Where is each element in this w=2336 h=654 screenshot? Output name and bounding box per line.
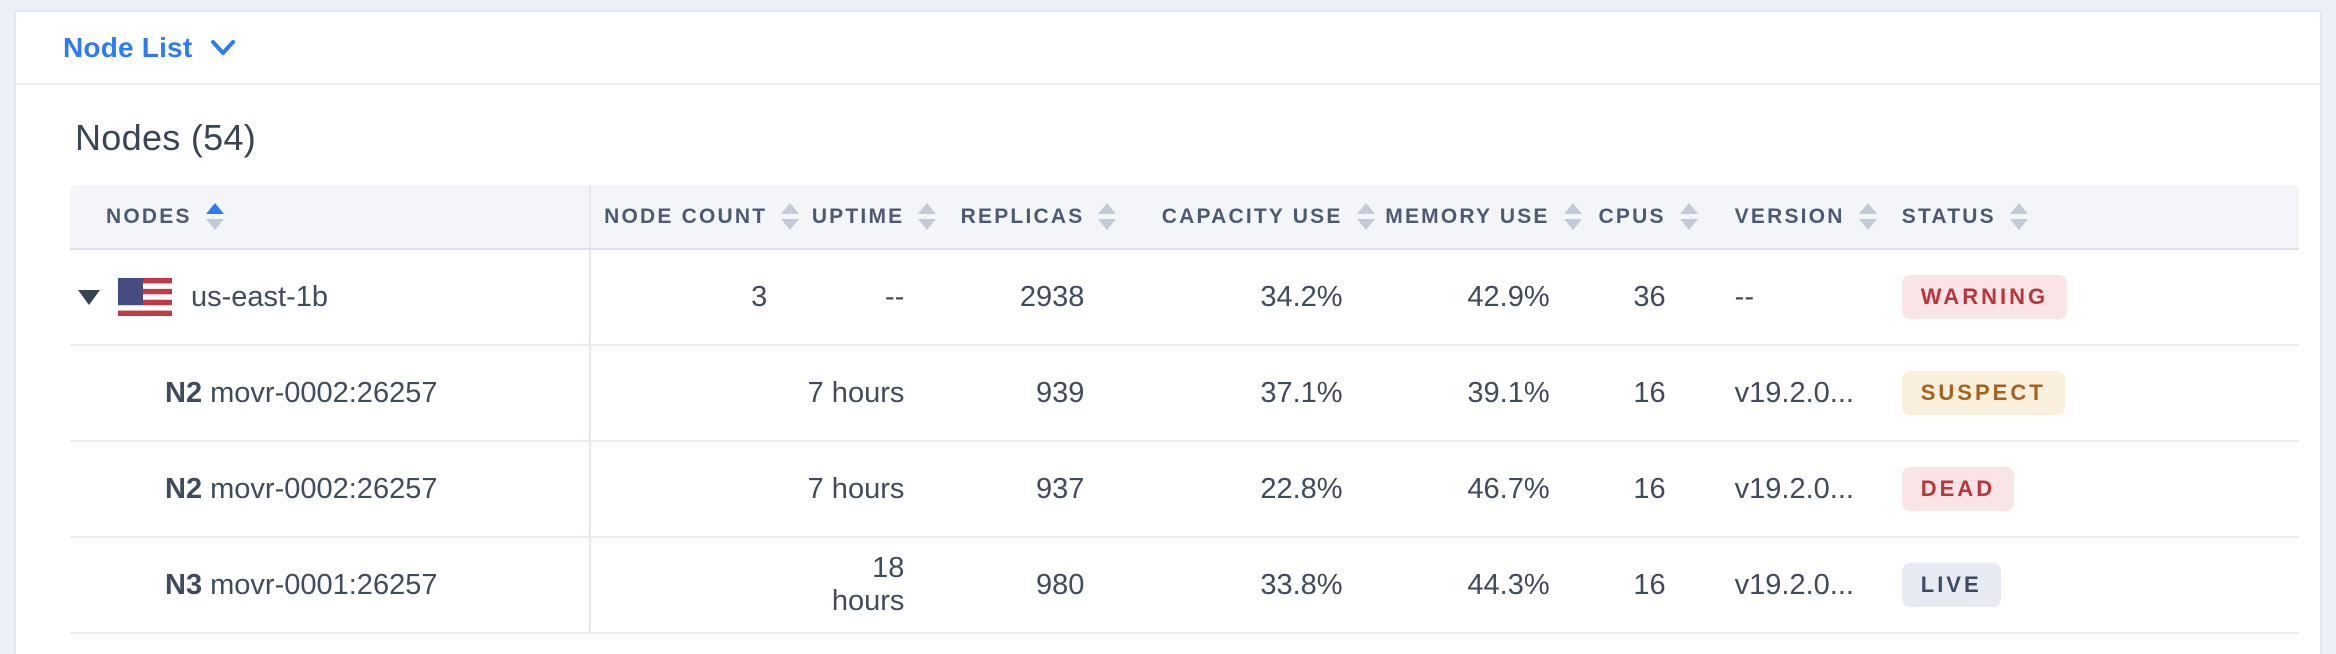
node-address[interactable]: movr-0002:26257 [210,472,438,505]
us-flag-icon [118,278,172,316]
status-badge: SUSPECT [1901,371,2065,415]
uptime-cell: 7 hours [807,441,945,538]
page-title: Nodes (54) [75,117,257,158]
node-count-cell: 3 [590,249,808,346]
sort-icon [1098,203,1117,230]
capacity-use-cell: 37.1% [1124,345,1383,442]
node-count-cell [590,537,808,634]
node-count-cell [590,441,808,538]
replicas-cell: 937 [944,441,1125,538]
cpus-cell: 16 [1589,441,1706,538]
table-header-row: NODES NODE COUNT UPTIME [70,185,2299,250]
view-selector-label: Node List [63,31,193,63]
table-row-region[interactable]: us-east-1b 3 -- 2938 34.2% 42.9% 36 -- W… [70,249,2299,346]
column-header-uptime[interactable]: UPTIME [807,185,945,250]
cpus-cell: 16 [1589,537,1706,634]
replicas-cell: 2938 [944,249,1125,346]
collapse-caret-icon[interactable] [78,289,100,305]
node-id: N3 [165,568,211,601]
version-cell: v19.2.0... [1705,537,1881,634]
sort-icon [781,203,800,230]
capacity-use-cell: 33.8% [1124,537,1383,634]
column-header-replicas[interactable]: REPLICAS [944,185,1125,250]
view-selector-bar: Node List [16,12,2320,85]
cpus-cell: 36 [1589,249,1706,346]
replicas-cell: 980 [944,537,1125,634]
column-header-memory-use[interactable]: MEMORY USE [1382,185,1590,250]
memory-use-cell: 44.3% [1382,537,1590,634]
version-cell: v19.2.0... [1705,441,1881,538]
uptime-cell: -- [807,249,945,346]
cpus-cell: 16 [1589,345,1706,442]
sort-icon [205,203,224,230]
node-list-card: Node List Nodes (54) NODES [14,10,2322,654]
status-badge: WARNING [1901,275,2068,319]
column-header-capacity-use[interactable]: CAPACITY USE [1124,185,1383,250]
sort-icon [1356,203,1375,230]
memory-use-cell: 46.7% [1382,441,1590,538]
status-badge: LIVE [1901,563,2001,607]
status-badge: DEAD [1901,467,2015,511]
view-selector-dropdown[interactable]: Node List [63,32,236,64]
table-row-node[interactable]: N2 movr-0002:26257 7 hours 937 22.8% 46.… [70,441,2299,538]
sort-icon [2009,203,2028,230]
node-address[interactable]: movr-0001:26257 [210,568,438,601]
nodes-table: NODES NODE COUNT UPTIME [70,185,2299,634]
node-address[interactable]: movr-0002:26257 [210,376,438,409]
column-header-version[interactable]: VERSION [1705,185,1881,250]
chevron-down-icon [211,39,236,55]
sort-icon [918,203,937,230]
version-cell: v19.2.0... [1705,345,1881,442]
version-cell: -- [1705,249,1881,346]
column-header-status[interactable]: STATUS [1880,185,2299,250]
column-header-cpus[interactable]: CPUS [1589,185,1706,250]
replicas-cell: 939 [944,345,1125,442]
column-header-nodes[interactable]: NODES [70,185,592,250]
column-header-node-count[interactable]: NODE COUNT [590,185,808,250]
uptime-cell: 18 hours [807,537,945,634]
sort-icon [1858,203,1877,230]
node-id: N2 [165,472,211,505]
sort-icon [1679,203,1698,230]
node-id: N2 [165,376,211,409]
capacity-use-cell: 34.2% [1124,249,1383,346]
table-row-node[interactable]: N3 movr-0001:26257 18 hours 980 33.8% 44… [70,537,2299,634]
table-row-node[interactable]: N2 movr-0002:26257 7 hours 939 37.1% 39.… [70,345,2299,442]
memory-use-cell: 42.9% [1382,249,1590,346]
node-count-cell [590,345,808,442]
capacity-use-cell: 22.8% [1124,441,1383,538]
region-name[interactable]: us-east-1b [191,280,329,313]
sort-icon [1563,203,1582,230]
uptime-cell: 7 hours [807,345,945,442]
memory-use-cell: 39.1% [1382,345,1590,442]
